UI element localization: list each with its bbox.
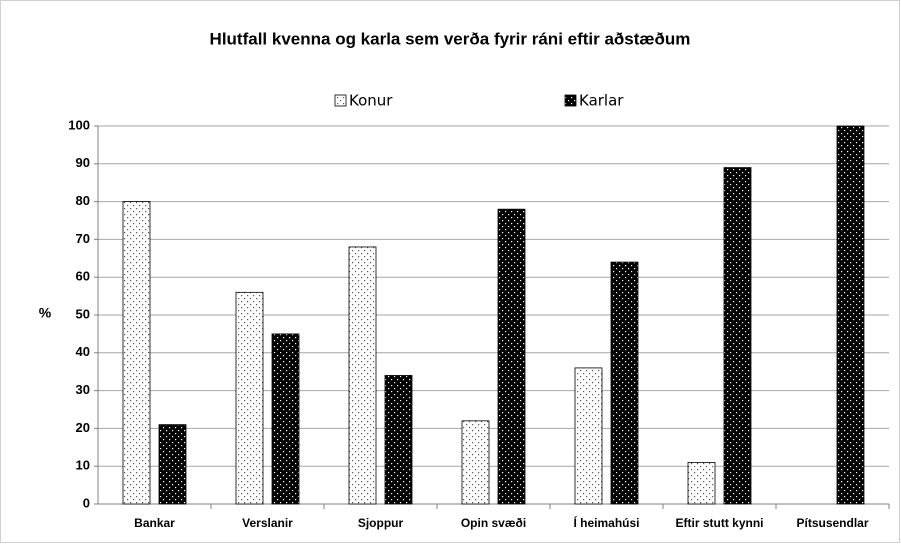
y-tick-label: 100 <box>68 117 90 132</box>
x-tick-label: Bankar <box>134 516 175 530</box>
y-tick-label: 80 <box>76 193 90 208</box>
x-tick-label: Verslanir <box>242 516 293 530</box>
bar <box>610 261 639 505</box>
bar <box>384 375 413 505</box>
bar <box>271 333 300 505</box>
legend-label: Konur <box>349 92 393 110</box>
bar <box>461 420 490 505</box>
y-tick-label: 10 <box>76 458 90 473</box>
bar <box>497 208 526 505</box>
bar <box>836 125 865 505</box>
bar <box>574 367 603 505</box>
bar <box>122 201 151 505</box>
bar <box>235 291 264 505</box>
y-axis-label: % <box>39 305 52 321</box>
chart-title: Hlutfall kvenna og karla sem verða fyrir… <box>210 29 691 48</box>
x-tick-label: Í heimahúsi <box>573 515 639 530</box>
legend-swatch <box>564 94 577 107</box>
y-tick-label: 40 <box>76 344 90 359</box>
y-tick-label: 70 <box>76 231 90 246</box>
y-tick-label: 0 <box>83 495 90 510</box>
y-tick-label: 90 <box>76 155 90 170</box>
bar <box>348 246 377 505</box>
y-tick-label: 20 <box>76 420 90 435</box>
y-tick-label: 30 <box>76 382 90 397</box>
bar <box>723 167 752 505</box>
legend-label: Karlar <box>579 92 624 110</box>
x-tick-label: Pítsusendlar <box>796 516 868 530</box>
x-tick-label: Eftir stutt kynni <box>675 516 763 530</box>
bar <box>158 424 187 505</box>
y-tick-label: 60 <box>76 269 90 284</box>
y-tick-label: 50 <box>76 306 90 321</box>
legend-swatch <box>334 94 347 107</box>
x-tick-label: Opin svæði <box>461 516 526 530</box>
bar <box>687 462 716 505</box>
x-tick-label: Sjoppur <box>358 516 404 530</box>
